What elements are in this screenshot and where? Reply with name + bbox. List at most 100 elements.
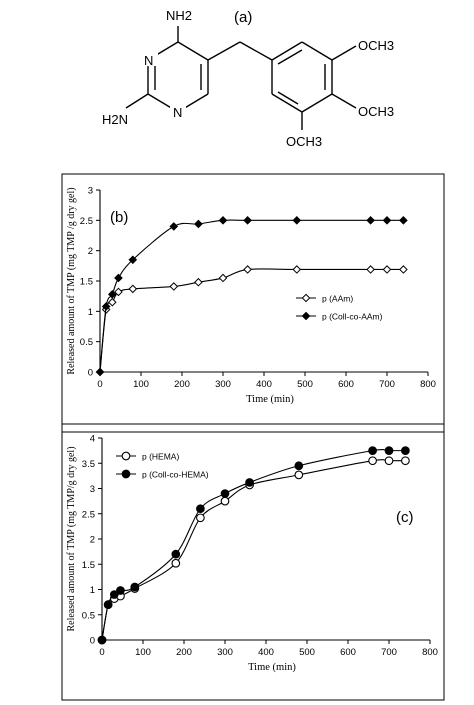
x-tick-label: 800 <box>420 379 436 390</box>
panel-label: (b) <box>110 209 128 226</box>
data-point <box>220 489 230 498</box>
legend-marker <box>121 451 131 461</box>
data-point <box>218 216 228 225</box>
x-tick-label: 300 <box>215 379 231 390</box>
data-point <box>194 277 203 287</box>
data-point <box>101 302 111 311</box>
legend-entry: p (Coll-co-AAm) <box>296 312 383 322</box>
y-tick-label: 2 <box>88 246 93 257</box>
data-point <box>294 470 304 480</box>
y-tick-label: 3.5 <box>82 459 95 470</box>
data-point <box>366 265 375 274</box>
data-point <box>194 219 203 229</box>
data-point <box>382 265 392 274</box>
data-point <box>95 367 105 377</box>
legend-label: p (HEMA) <box>142 452 179 462</box>
chart-frame <box>61 423 445 701</box>
series-line <box>99 219 404 373</box>
data-point <box>95 367 105 377</box>
data-point <box>384 446 394 455</box>
atom-label: N <box>173 105 182 120</box>
x-tick-label: 600 <box>340 647 356 658</box>
data-point <box>109 594 119 603</box>
y-tick-label: 2 <box>90 535 95 546</box>
data-point <box>292 265 302 274</box>
data-point <box>399 265 408 274</box>
x-tick-label: 500 <box>299 647 315 658</box>
data-point <box>107 290 117 299</box>
data-point <box>97 635 107 645</box>
data-point <box>128 255 138 265</box>
y-tick-label: 0 <box>88 368 93 379</box>
legend-marker <box>121 469 131 479</box>
data-point <box>114 273 123 283</box>
x-tick-label: 800 <box>422 647 438 658</box>
structure-atoms: NH2 H2N N N OCH3 OCH3 OCH3 <box>102 8 394 149</box>
bond <box>331 45 357 61</box>
data-point <box>401 446 410 455</box>
y-tick-label: 3 <box>90 484 95 495</box>
x-tick-label: 100 <box>135 647 151 658</box>
y-tick-label: 0 <box>90 636 95 647</box>
data-point <box>196 513 205 523</box>
x-tick-label: 400 <box>256 379 272 390</box>
data-point <box>169 282 179 291</box>
atom-label: H2N <box>102 112 128 127</box>
data-point <box>171 549 181 559</box>
x-tick-label: 500 <box>297 379 313 390</box>
legend-marker <box>301 311 311 321</box>
data-point <box>114 287 123 297</box>
data-point <box>218 273 228 283</box>
y-tick-label: 1 <box>88 307 93 318</box>
y-tick-label: 3 <box>88 186 93 197</box>
series-2 <box>97 446 410 645</box>
x-tick-label: 200 <box>174 379 190 390</box>
panel-label: (c) <box>396 509 414 526</box>
data-point <box>97 635 107 645</box>
data-point <box>368 456 377 466</box>
data-point <box>116 591 125 601</box>
y-tick-label: 0.5 <box>80 337 93 348</box>
data-point <box>101 305 111 314</box>
atom-label: OCH3 <box>358 38 394 53</box>
atom-label: OCH3 <box>286 134 322 149</box>
x-tick-label: 600 <box>338 379 354 390</box>
data-point <box>130 582 140 592</box>
data-point <box>245 478 254 487</box>
panel-label-a: (a) <box>234 9 252 26</box>
structure-panel: NH2 H2N N N OCH3 OCH3 OCH3 (a) <box>102 8 394 149</box>
x-tick-label: 200 <box>176 647 192 658</box>
bond <box>301 93 333 113</box>
x-axis-label: Time (min) <box>248 662 296 673</box>
y-tick-label: 1.5 <box>82 560 95 571</box>
x-tick-label: 400 <box>258 647 274 658</box>
data-point <box>368 446 377 455</box>
series-1 <box>97 456 410 645</box>
data-point <box>243 265 252 274</box>
y-tick-label: 1 <box>90 585 95 596</box>
bond <box>277 91 299 105</box>
data-point <box>366 216 375 225</box>
legend-label: p (Coll-co-HEMA) <box>142 470 209 480</box>
legend-entry: p (HEMA) <box>116 452 179 462</box>
y-tick-label: 2.5 <box>80 216 93 227</box>
y-tick-label: 2.5 <box>82 509 95 520</box>
y-axis-label: Released amount of TMP (mg TMP /g dry ge… <box>66 187 77 374</box>
structure-bonds <box>125 26 357 130</box>
x-tick-label: 700 <box>379 379 395 390</box>
x-tick-label: 0 <box>97 379 102 390</box>
bond <box>207 41 241 61</box>
data-point <box>399 216 408 225</box>
data-point <box>384 456 394 466</box>
series-line <box>99 268 404 373</box>
data-point <box>243 216 252 225</box>
bond <box>177 41 209 61</box>
y-tick-label: 0.5 <box>82 610 95 621</box>
legend-entry: p (AAm) <box>296 294 353 304</box>
y-tick-label: 1.5 <box>80 277 93 288</box>
atom-label: N <box>144 53 153 68</box>
data-point <box>245 480 254 490</box>
legend-label: p (Coll-co-AAm) <box>322 312 383 322</box>
data-point <box>294 461 304 471</box>
bond <box>125 93 149 109</box>
